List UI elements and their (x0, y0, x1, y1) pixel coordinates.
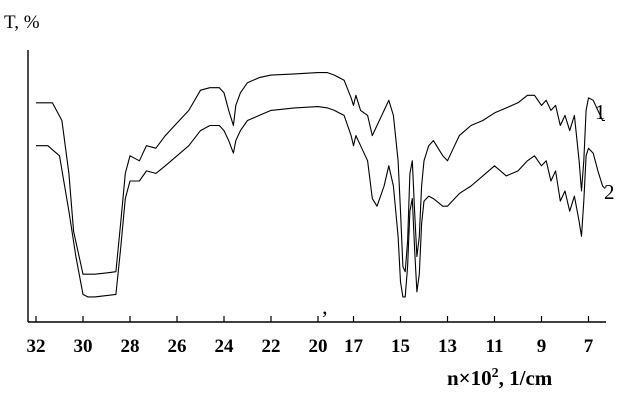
x-tick-label-15: 15 (391, 336, 410, 357)
x-tick-label-7: 7 (584, 336, 594, 357)
x-tick-label-28: 28 (121, 336, 140, 357)
x-tick-label-24: 24 (215, 336, 235, 357)
x-tick-label-26: 26 (168, 336, 187, 357)
series-label-2: 2 (604, 180, 615, 204)
x-tick-label-20: 20 (309, 336, 328, 357)
x-axis-label: n×102, 1/cm (447, 366, 553, 390)
series-label-1: 1 (595, 100, 606, 124)
spectrum-curves (36, 72, 606, 298)
x-tick-labels: 32 30 28 26 24 22 20 17 15 13 11 9 7 (27, 336, 594, 357)
x-tick-label-11: 11 (486, 336, 504, 357)
x-tick-label-17: 17 (344, 336, 364, 357)
x-tick-marks (35, 316, 590, 322)
x-axis-label-main: n×10 (447, 366, 492, 390)
y-axis-label: T, % (4, 12, 40, 33)
axis-break-mark: ’ (321, 306, 328, 331)
plot-axes (27, 50, 606, 323)
x-axis-label-unit: , 1/cm (499, 366, 553, 390)
spectrum-curve-1 (36, 72, 605, 275)
x-tick-label-30: 30 (74, 336, 93, 357)
x-tick-label-32: 32 (27, 336, 46, 357)
x-tick-label-13: 13 (438, 336, 457, 357)
x-axis-label-exponent: 2 (492, 366, 499, 381)
spectrum-curve-2 (36, 106, 606, 298)
x-tick-label-22: 22 (262, 336, 281, 357)
x-tick-label-9: 9 (537, 336, 547, 357)
